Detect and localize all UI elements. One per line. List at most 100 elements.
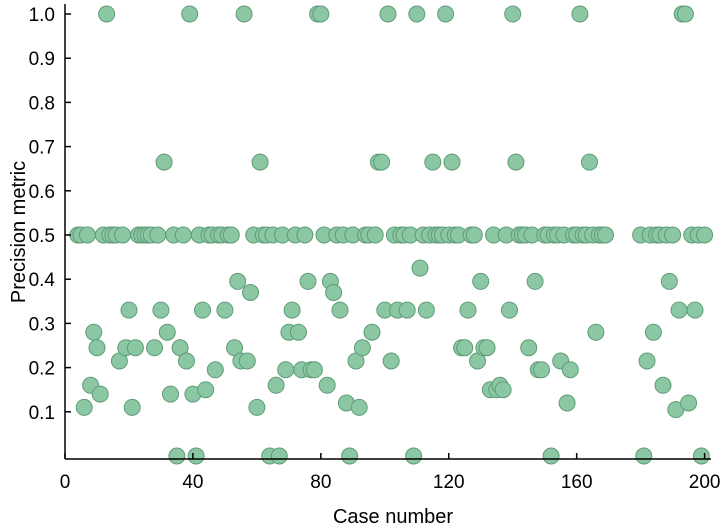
- data-point: [290, 323, 307, 341]
- axes: [64, 4, 711, 460]
- data-point: [242, 284, 259, 301]
- data-point: [75, 398, 93, 416]
- y-tick-label: 0.4: [29, 270, 56, 291]
- data-point: [382, 352, 400, 370]
- y-tick-label: 0.8: [29, 93, 55, 114]
- data-point: [363, 323, 381, 341]
- data-point: [152, 301, 170, 319]
- x-tick-label: 120: [433, 472, 465, 493]
- data-point: [638, 352, 656, 370]
- data-point: [644, 323, 662, 341]
- data-point: [411, 259, 429, 277]
- data-point: [85, 323, 103, 341]
- data-point: [417, 301, 435, 319]
- data-point: [571, 5, 589, 23]
- data-point: [465, 226, 483, 244]
- data-point: [558, 394, 576, 412]
- data-point: [533, 361, 550, 379]
- data-point: [216, 301, 234, 319]
- data-point: [587, 323, 605, 341]
- data-point: [379, 5, 397, 23]
- data-point: [168, 447, 186, 465]
- x-tick-label: 160: [561, 472, 593, 493]
- data-point: [331, 301, 349, 319]
- data-point: [478, 339, 496, 357]
- y-tick-label: 0.7: [29, 138, 55, 159]
- data-point: [120, 301, 138, 319]
- data-point: [664, 226, 682, 244]
- data-point: [270, 447, 288, 465]
- data-point: [472, 272, 490, 290]
- data-point: [277, 361, 295, 379]
- data-point: [146, 339, 163, 357]
- x-tick-label: 200: [689, 472, 721, 493]
- data-point: [542, 447, 560, 465]
- data-point: [299, 272, 317, 290]
- data-point: [680, 394, 698, 412]
- y-tick-label: 0.6: [29, 182, 55, 203]
- y-tick-label: 0.1: [29, 403, 55, 424]
- data-point: [181, 5, 199, 23]
- x-axis-label: Case number: [333, 506, 453, 528]
- data-point: [408, 5, 426, 23]
- data-point: [197, 381, 215, 399]
- data-point: [561, 361, 579, 379]
- data-point: [507, 153, 525, 171]
- data-point: [398, 301, 416, 319]
- data-point: [692, 447, 710, 465]
- data-point: [635, 447, 653, 465]
- data-point: [504, 5, 522, 23]
- x-ticks: 0 40 80 120 160 200: [60, 453, 721, 493]
- data-point: [98, 5, 116, 23]
- data-point: [696, 226, 714, 244]
- data-point: [305, 361, 323, 379]
- data-point: [443, 153, 461, 171]
- data-point: [341, 447, 359, 465]
- data-point: [660, 272, 678, 290]
- data-point: [78, 226, 96, 244]
- data-point: [158, 323, 176, 341]
- y-axis-label: Precision metric: [8, 161, 30, 303]
- data-point: [235, 5, 253, 23]
- data-point: [174, 226, 192, 244]
- x-tick-label: 80: [310, 472, 331, 493]
- data-point: [178, 352, 195, 370]
- data-point: [676, 5, 694, 23]
- data-point: [405, 447, 423, 465]
- data-point: [206, 361, 224, 379]
- data-point: [283, 301, 301, 319]
- data-point: [670, 301, 688, 319]
- data-point: [88, 339, 106, 357]
- y-tick-label: 0.5: [29, 226, 55, 247]
- x-tick-label: 40: [182, 472, 203, 493]
- data-point: [267, 376, 285, 394]
- data-point: [437, 5, 455, 23]
- data-point: [162, 385, 179, 403]
- data-point: [222, 226, 240, 244]
- data-point: [686, 301, 704, 319]
- x-tick-label: 0: [60, 472, 71, 493]
- data-point: [318, 376, 336, 394]
- data-point: [126, 339, 144, 357]
- data-point: [350, 398, 368, 416]
- data-point: [424, 153, 442, 171]
- data-point: [353, 339, 371, 357]
- data-points: [69, 5, 714, 465]
- data-point: [456, 339, 474, 357]
- y-ticks: 0.1 0.2 0.3 0.4 0.5 0.6 0.7 0.8 0.9 1.0: [29, 5, 71, 424]
- data-point: [187, 447, 205, 465]
- data-point: [654, 376, 672, 394]
- data-point: [325, 284, 343, 301]
- data-point: [526, 272, 544, 290]
- data-point: [296, 226, 314, 244]
- data-point: [312, 5, 330, 23]
- data-point: [91, 385, 109, 403]
- data-point: [149, 226, 167, 244]
- data-point: [248, 398, 266, 416]
- data-point: [366, 226, 384, 244]
- data-point: [597, 226, 614, 244]
- data-point: [581, 153, 598, 171]
- data-point: [373, 153, 391, 171]
- data-point: [238, 352, 256, 370]
